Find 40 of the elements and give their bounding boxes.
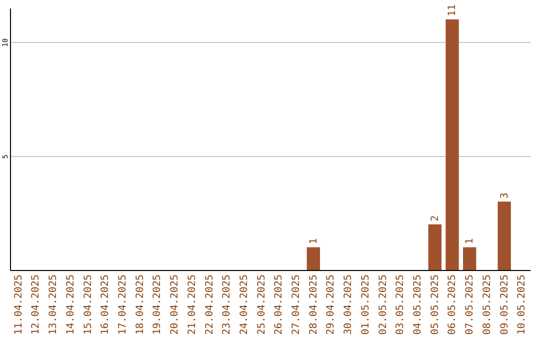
bar [498,202,511,270]
x-tick-label: 14.04.2025 [65,274,76,335]
x-tick-label: 07.05.2025 [464,274,476,335]
x-tick-label: 06.05.2025 [447,274,458,335]
data-label: 1 [464,238,476,244]
x-tick-label: 25.04.2025 [256,274,268,335]
x-tick-label: 10.05.2025 [516,274,528,335]
x-tick-label: 15.04.2025 [82,274,94,335]
x-tick-label: 08.05.2025 [482,274,493,335]
x-tick-label: 05.05.2025 [430,274,441,335]
x-tick-label: 21.04.2025 [186,274,198,335]
x-tick-label: 02.05.2025 [378,274,389,335]
x-tick-label: 11.04.2025 [13,274,24,335]
x-tick-label: 27.04.2025 [291,274,302,335]
x-tick-label: 22.04.2025 [204,274,216,335]
x-tick-label: 01.05.2025 [360,274,372,335]
data-label: 1 [308,238,320,244]
x-tick-label: 23.04.2025 [222,274,233,335]
x-tick-label: 12.04.2025 [30,274,42,335]
data-label: 3 [499,192,510,199]
x-tick-label: 20.04.2025 [170,274,181,335]
x-tick-label: 30.04.2025 [343,274,354,335]
x-tick-label: 09.05.2025 [499,274,510,335]
x-tick-label: 16.04.2025 [100,274,112,335]
x-tick-label: 29.04.2025 [326,274,337,335]
data-label: 2 [430,215,441,222]
x-tick-label: 13.04.2025 [48,274,60,335]
x-tick-label: 26.04.2025 [274,274,285,335]
x-tick-label: 03.05.2025 [395,274,406,335]
bar [428,224,442,270]
x-tick-label: 17.04.2025 [117,274,128,335]
x-tick-label: 19.04.2025 [152,274,164,335]
x-tick-label: 04.05.2025 [412,274,424,335]
x-tick-label: 24.04.2025 [238,274,250,335]
bar [446,19,459,270]
bar [463,247,476,270]
data-label: 11 [447,4,458,16]
x-tick-label: 28.04.2025 [308,274,320,335]
x-tick-label: 18.04.2025 [134,274,146,335]
bar [306,247,320,270]
